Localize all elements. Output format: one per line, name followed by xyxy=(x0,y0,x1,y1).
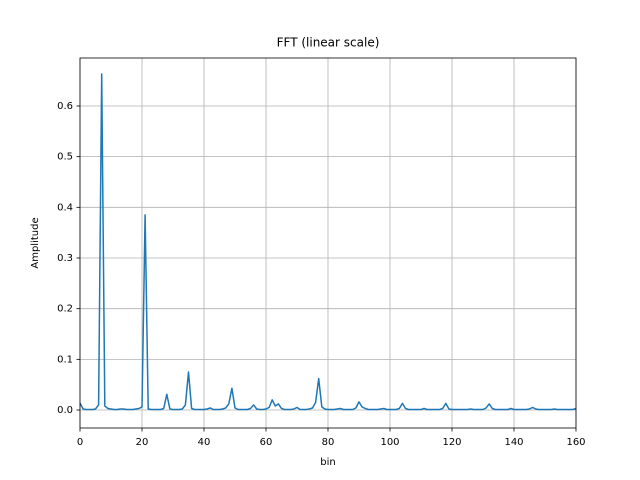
x-axis-label: bin xyxy=(320,457,335,468)
y-tick-label: 0.3 xyxy=(57,253,73,264)
x-tick-label: 40 xyxy=(198,437,211,448)
y-tick-label: 0.6 xyxy=(57,101,73,112)
y-tick-label: 0.2 xyxy=(57,304,73,315)
x-tick-label: 160 xyxy=(566,437,585,448)
plot-frame xyxy=(79,57,577,429)
x-tick-label: 140 xyxy=(504,437,523,448)
y-tick-label: 0.0 xyxy=(57,405,73,416)
y-tick-label: 0.4 xyxy=(57,202,73,213)
chart-title: FFT (linear scale) xyxy=(277,36,380,50)
y-axis-label: Amplitude xyxy=(30,217,41,268)
x-tick-label: 0 xyxy=(77,437,83,448)
y-tick-label: 0.1 xyxy=(57,354,73,365)
data-line xyxy=(79,73,577,411)
x-tick-label: 120 xyxy=(442,437,461,448)
x-tick-label: 60 xyxy=(260,437,273,448)
x-tick-label: 20 xyxy=(136,437,149,448)
x-tick-label: 80 xyxy=(322,437,335,448)
x-tick-label: 100 xyxy=(380,437,399,448)
y-tick-label: 0.5 xyxy=(57,152,73,163)
